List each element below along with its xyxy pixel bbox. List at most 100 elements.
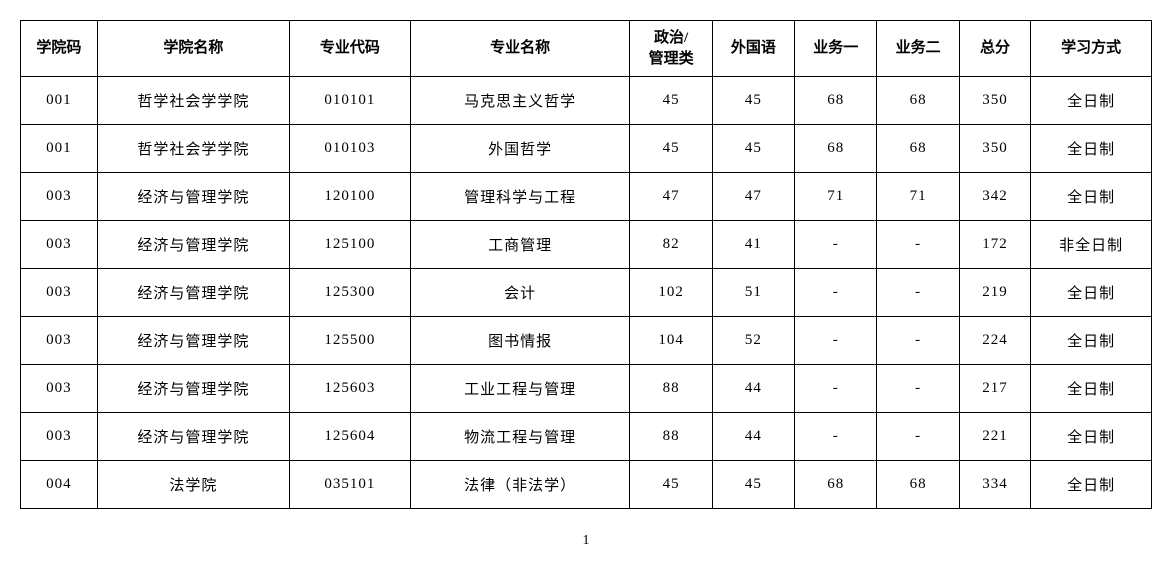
table-cell: 88 (630, 413, 712, 461)
table-cell: 68 (795, 77, 877, 125)
table-cell: 哲学社会学学院 (97, 125, 289, 173)
header-subject1: 业务一 (795, 21, 877, 77)
table-row: 003经济与管理学院125300会计10251--219全日制 (21, 269, 1152, 317)
table-cell: 47 (712, 173, 794, 221)
table-cell: 工业工程与管理 (410, 365, 630, 413)
table-cell: 224 (959, 317, 1030, 365)
table-cell: 219 (959, 269, 1030, 317)
table-cell: 法学院 (97, 461, 289, 509)
table-cell: 342 (959, 173, 1030, 221)
header-college-name: 学院名称 (97, 21, 289, 77)
table-cell: 003 (21, 269, 98, 317)
table-cell: 334 (959, 461, 1030, 509)
table-cell: 172 (959, 221, 1030, 269)
table-cell: 001 (21, 125, 98, 173)
table-cell: 003 (21, 173, 98, 221)
table-cell: 全日制 (1031, 413, 1152, 461)
table-cell: 全日制 (1031, 365, 1152, 413)
table-row: 003经济与管理学院125603工业工程与管理8844--217全日制 (21, 365, 1152, 413)
table-cell: 全日制 (1031, 77, 1152, 125)
table-row: 001哲学社会学学院010103外国哲学45456868350全日制 (21, 125, 1152, 173)
table-cell: 68 (795, 461, 877, 509)
header-major-code: 专业代码 (290, 21, 411, 77)
header-subject2: 业务二 (877, 21, 959, 77)
table-cell: - (795, 365, 877, 413)
table-cell: - (877, 269, 959, 317)
table-cell: 68 (877, 125, 959, 173)
table-cell: 45 (712, 77, 794, 125)
header-politics: 政治/管理类 (630, 21, 712, 77)
admissions-score-table: 学院码 学院名称 专业代码 专业名称 政治/管理类 外国语 业务一 业务二 总分… (20, 20, 1152, 509)
table-cell: 125604 (290, 413, 411, 461)
table-cell: 全日制 (1031, 269, 1152, 317)
table-cell: 法律（非法学） (410, 461, 630, 509)
table-cell: 010101 (290, 77, 411, 125)
table-cell: 125300 (290, 269, 411, 317)
table-body: 001哲学社会学学院010101马克思主义哲学45456868350全日制001… (21, 77, 1152, 509)
table-cell: - (795, 317, 877, 365)
table-cell: 221 (959, 413, 1030, 461)
table-cell: 003 (21, 413, 98, 461)
table-cell: 003 (21, 317, 98, 365)
table-cell: 图书情报 (410, 317, 630, 365)
table-row: 004法学院035101法律（非法学）45456868334全日制 (21, 461, 1152, 509)
table-cell: 45 (630, 77, 712, 125)
table-cell: 物流工程与管理 (410, 413, 630, 461)
table-cell: 51 (712, 269, 794, 317)
page-number: 1 (20, 533, 1152, 549)
table-cell: 68 (795, 125, 877, 173)
table-cell: 71 (795, 173, 877, 221)
table-cell: 035101 (290, 461, 411, 509)
table-row: 003经济与管理学院120100管理科学与工程47477171342全日制 (21, 173, 1152, 221)
table-cell: 管理科学与工程 (410, 173, 630, 221)
table-row: 003经济与管理学院125604物流工程与管理8844--221全日制 (21, 413, 1152, 461)
table-cell: 71 (877, 173, 959, 221)
header-major-name: 专业名称 (410, 21, 630, 77)
table-cell: 52 (712, 317, 794, 365)
table-cell: 82 (630, 221, 712, 269)
table-cell: - (877, 413, 959, 461)
table-cell: 003 (21, 221, 98, 269)
table-cell: - (877, 365, 959, 413)
table-cell: 经济与管理学院 (97, 173, 289, 221)
table-cell: 45 (630, 125, 712, 173)
table-cell: - (795, 413, 877, 461)
table-cell: 马克思主义哲学 (410, 77, 630, 125)
table-cell: 哲学社会学学院 (97, 77, 289, 125)
table-cell: 217 (959, 365, 1030, 413)
table-cell: 全日制 (1031, 461, 1152, 509)
table-cell: 125100 (290, 221, 411, 269)
table-cell: 会计 (410, 269, 630, 317)
table-cell: 经济与管理学院 (97, 365, 289, 413)
table-cell: 全日制 (1031, 173, 1152, 221)
table-row: 001哲学社会学学院010101马克思主义哲学45456868350全日制 (21, 77, 1152, 125)
header-study-mode: 学习方式 (1031, 21, 1152, 77)
table-cell: 工商管理 (410, 221, 630, 269)
table-cell: 全日制 (1031, 317, 1152, 365)
header-foreign-lang: 外国语 (712, 21, 794, 77)
table-row: 003经济与管理学院125500图书情报10452--224全日制 (21, 317, 1152, 365)
table-cell: 88 (630, 365, 712, 413)
table-cell: - (795, 221, 877, 269)
header-total: 总分 (959, 21, 1030, 77)
table-cell: 非全日制 (1031, 221, 1152, 269)
table-cell: 001 (21, 77, 98, 125)
table-cell: 44 (712, 365, 794, 413)
table-cell: - (877, 221, 959, 269)
table-cell: 45 (712, 125, 794, 173)
table-cell: 47 (630, 173, 712, 221)
table-cell: 68 (877, 461, 959, 509)
table-cell: 44 (712, 413, 794, 461)
table-cell: - (877, 317, 959, 365)
table-cell: 45 (712, 461, 794, 509)
table-cell: - (795, 269, 877, 317)
table-cell: 外国哲学 (410, 125, 630, 173)
table-header-row: 学院码 学院名称 专业代码 专业名称 政治/管理类 外国语 业务一 业务二 总分… (21, 21, 1152, 77)
table-cell: 350 (959, 77, 1030, 125)
table-cell: 003 (21, 365, 98, 413)
table-cell: 125500 (290, 317, 411, 365)
table-cell: 104 (630, 317, 712, 365)
header-college-code: 学院码 (21, 21, 98, 77)
table-cell: 45 (630, 461, 712, 509)
table-cell: 010103 (290, 125, 411, 173)
